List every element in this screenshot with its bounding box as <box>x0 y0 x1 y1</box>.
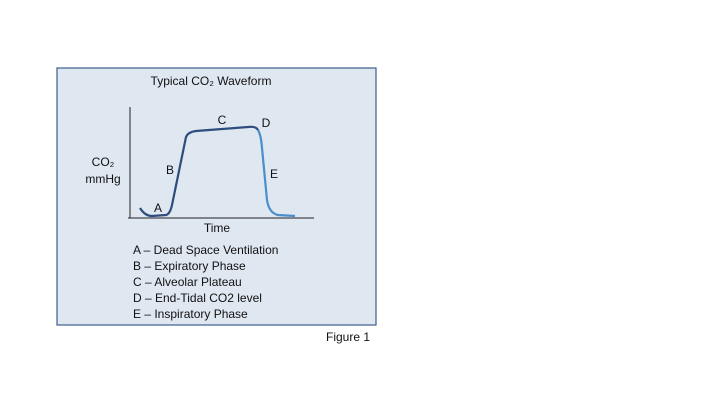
legend-item: B – Expiratory Phase <box>133 259 246 273</box>
legend-item: E – Inspiratory Phase <box>133 307 248 321</box>
curve-label: C <box>218 113 227 127</box>
waveform-curve <box>257 129 296 218</box>
legend-item: D – End-Tidal CO2 level <box>133 291 262 305</box>
y-axis-label: CO₂ <box>92 155 115 169</box>
figure-box <box>56 67 377 326</box>
curve-label: A <box>154 201 162 215</box>
figure-title: Typical CO₂ Waveform <box>151 74 272 88</box>
x-axis-label: Time <box>204 221 231 235</box>
caption: Figure 1 <box>326 330 370 344</box>
legend-item: A – Dead Space Ventilation <box>133 243 278 257</box>
curve-label: B <box>166 163 174 177</box>
curve-label: D <box>262 116 271 130</box>
legend-item: C – Alveolar Plateau <box>133 275 242 289</box>
y-axis-label: mmHg <box>85 172 120 186</box>
waveform-curve <box>139 125 259 218</box>
curve-label: E <box>270 167 278 181</box>
